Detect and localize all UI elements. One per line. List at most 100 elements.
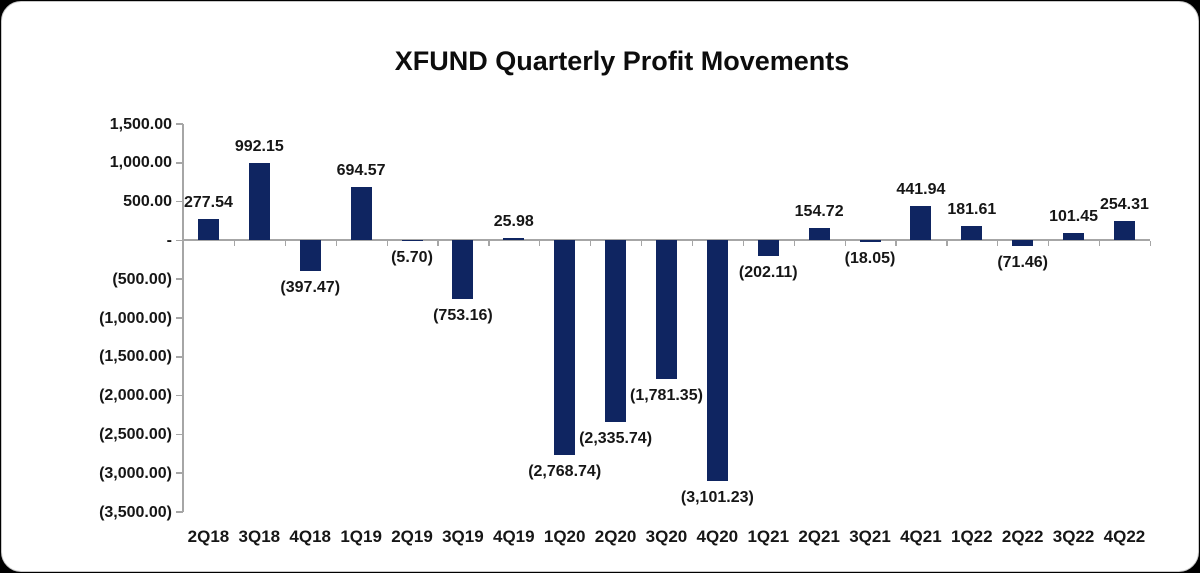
x-axis-category-label: 1Q19 [340, 527, 382, 546]
x-axis-tick [742, 241, 744, 247]
bar-value-label: 181.61 [947, 201, 997, 219]
x-axis-tick [233, 241, 236, 247]
x-axis-tick [590, 241, 592, 247]
y-axis-label: - [166, 231, 172, 249]
bar-value-label: 101.45 [1049, 207, 1099, 225]
x-axis-category-label: 4Q19 [492, 527, 535, 546]
y-axis-tick [176, 123, 183, 125]
x-axis-tick [793, 241, 795, 247]
bar [808, 228, 830, 241]
x-axis-tick [997, 241, 999, 247]
bar-value-label: (753.16) [433, 306, 493, 324]
x-axis-tick [1149, 241, 1152, 247]
x-axis-tick [386, 241, 388, 247]
x-axis-category-label: 4Q22 [1103, 527, 1146, 546]
x-axis-tick [691, 241, 694, 247]
x-axis-category-label: 4Q21 [900, 527, 942, 546]
x-axis-tick [895, 241, 897, 247]
x-axis-category-label: 2Q19 [391, 527, 433, 546]
bar-value-label: 254.31 [1099, 195, 1149, 213]
x-axis-tick [946, 241, 948, 247]
y-axis-label: 1,500.00 [109, 115, 172, 133]
bar [859, 240, 881, 242]
bar [605, 240, 627, 422]
y-axis-label: (3,500.00) [99, 503, 172, 521]
x-axis-category-label: 1Q22 [950, 527, 993, 546]
x-axis-tick [488, 241, 490, 247]
x-axis-tick [284, 241, 286, 247]
x-axis-category-label: 2Q18 [187, 527, 230, 546]
y-axis-tick [176, 356, 183, 358]
y-axis-tick [176, 511, 183, 513]
y-axis-label: 500.00 [123, 193, 172, 211]
bar-value-label: (2,335.74) [579, 429, 653, 447]
y-axis-label: (2,000.00) [99, 387, 172, 405]
bar-value-label: (3,101.23) [680, 489, 754, 507]
bar [1012, 240, 1034, 246]
bar [197, 218, 219, 241]
bar-value-label: (5.70) [391, 248, 433, 266]
x-axis-tick [183, 241, 185, 247]
bar [299, 240, 321, 272]
bar-value-label: (2,768.74) [528, 463, 602, 481]
y-axis-label: (3,000.00) [99, 464, 172, 482]
bar-value-label: (397.47) [280, 279, 341, 297]
y-axis-tick [176, 278, 183, 280]
x-axis-category-label: 3Q18 [238, 527, 281, 546]
bar-value-label: 25.98 [493, 213, 534, 231]
bar-value-label: (71.46) [997, 253, 1049, 271]
x-axis-tick [1048, 241, 1050, 247]
bar [248, 163, 270, 241]
y-axis-label: (1,500.00) [99, 348, 172, 366]
bar [1113, 220, 1135, 241]
bar [452, 240, 474, 299]
y-axis-tick [176, 433, 183, 436]
y-axis-tick [176, 394, 183, 397]
x-axis-category-label: 3Q20 [645, 527, 688, 546]
x-axis-category-label: 2Q20 [594, 527, 637, 546]
x-axis-category-label: 2Q22 [1001, 527, 1044, 546]
bar [401, 240, 423, 241]
x-axis-category-label: 4Q20 [696, 527, 739, 546]
bar [503, 238, 525, 241]
x-axis-category-label: 2Q21 [798, 527, 840, 546]
y-axis-tick [176, 239, 183, 242]
bar [350, 186, 372, 241]
y-axis-tick [176, 317, 183, 319]
x-axis-category-label: 4Q18 [289, 527, 332, 546]
x-axis-category-label: 1Q21 [747, 527, 790, 546]
bar [757, 240, 779, 257]
bar [910, 206, 932, 241]
y-axis-tick [176, 162, 183, 164]
x-axis-tick [844, 241, 846, 247]
x-axis-tick [1099, 241, 1101, 247]
bar-value-label: 992.15 [234, 138, 284, 156]
chart-title: XFUND Quarterly Profit Movements [394, 46, 850, 76]
x-axis-tick [539, 241, 541, 247]
x-axis-tick [437, 241, 439, 247]
bar-value-label: 154.72 [794, 203, 844, 221]
bar [961, 226, 983, 241]
x-axis-category-label: 3Q19 [442, 527, 484, 546]
bar [1063, 232, 1085, 241]
x-axis-category-label: 1Q20 [543, 527, 586, 546]
y-axis-tick [176, 472, 183, 474]
bar [655, 240, 677, 379]
bar-value-label: 441.94 [896, 181, 946, 199]
y-axis-label: (1,000.00) [99, 309, 172, 327]
y-axis-label: (500.00) [112, 270, 172, 288]
bar-value-label: (1,781.35) [629, 386, 703, 404]
x-axis-category-label: 3Q22 [1052, 527, 1095, 546]
y-axis-label: (2,500.00) [99, 425, 172, 443]
x-axis-tick [335, 241, 337, 247]
y-axis-label: 1,000.00 [109, 154, 172, 172]
bar-value-label: 694.57 [336, 161, 386, 179]
bar [554, 240, 576, 456]
bar-value-label: (202.11) [738, 264, 798, 282]
bar [706, 240, 728, 482]
y-axis-tick [176, 200, 183, 203]
bar-value-label: (18.05) [844, 249, 896, 267]
x-axis-tick [641, 241, 643, 247]
